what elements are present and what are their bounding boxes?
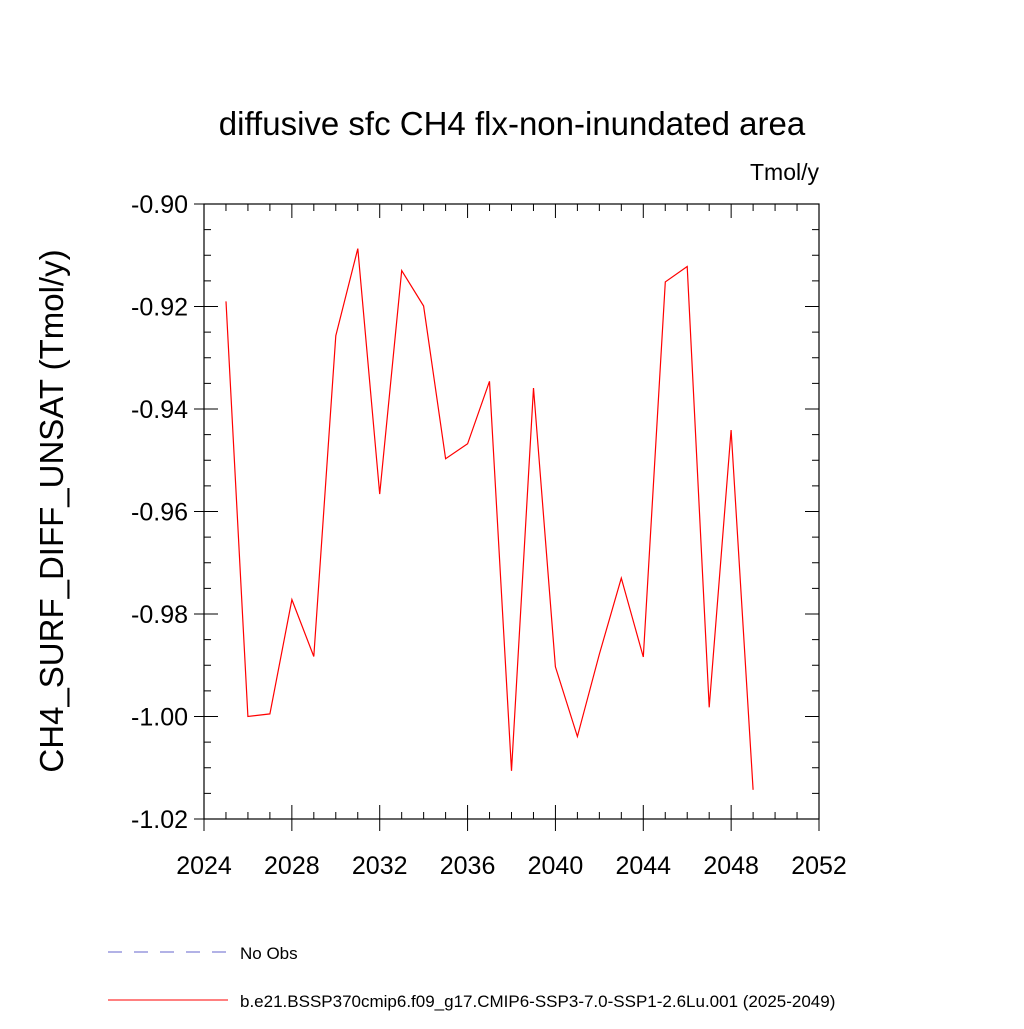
x-tick-label: 2044 xyxy=(615,852,671,880)
y-axis-ticks: -0.90 -0.92 -0.94 -0.96 -0.98 -1.00 -1.02 xyxy=(131,191,819,834)
y-tick-label: -0.90 xyxy=(131,191,188,219)
x-axis-ticks: 2024 2028 2032 2036 2040 2044 2048 2052 xyxy=(176,204,847,880)
x-tick-label: 2040 xyxy=(528,852,584,880)
y-tick-label: -0.94 xyxy=(131,396,188,424)
legend-label: b.e21.BSSP370cmip6.f09_g17.CMIP6-SSP3-7.… xyxy=(240,992,835,1011)
y-tick-label: -0.96 xyxy=(131,499,188,527)
x-tick-label: 2052 xyxy=(791,852,847,880)
y-tick-label: -1.02 xyxy=(131,806,188,834)
x-tick-label: 2028 xyxy=(264,852,320,880)
y-axis-label: CH4_SURF_DIFF_UNSAT (Tmol/y) xyxy=(33,249,70,772)
units-label: Tmol/y xyxy=(750,159,820,185)
x-tick-label: 2048 xyxy=(703,852,759,880)
x-tick-label: 2024 xyxy=(176,852,232,880)
legend-label: No Obs xyxy=(240,944,298,963)
plot-frame xyxy=(203,203,820,820)
series-layer xyxy=(225,248,754,790)
y-tick-label: -0.92 xyxy=(131,294,188,322)
x-tick-label: 2032 xyxy=(352,852,408,880)
chart-title: diffusive sfc CH4 flx-non-inundated area xyxy=(219,105,806,142)
y-tick-label: -0.98 xyxy=(131,601,188,629)
series-line xyxy=(225,248,754,790)
x-tick-label: 2036 xyxy=(440,852,496,880)
legend: No Obs b.e21.BSSP370cmip6.f09_g17.CMIP6-S… xyxy=(108,944,835,1011)
y-tick-label: -1.00 xyxy=(131,704,188,732)
